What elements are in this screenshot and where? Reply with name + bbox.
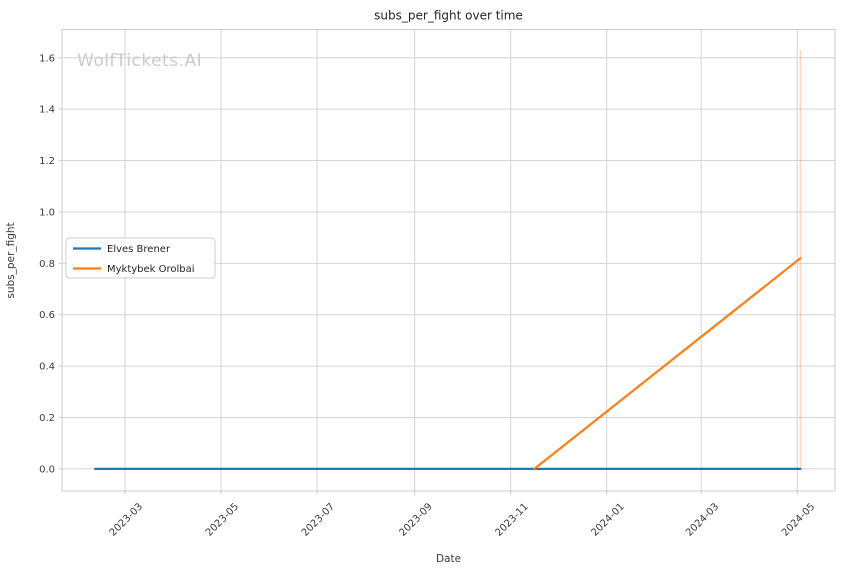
x-tick-label: 2024-05 [780,501,817,538]
x-axis-label: Date [436,553,461,565]
x-tick-label: 2024-01 [590,501,627,538]
x-tick-label: 2023-07 [300,501,337,538]
y-tick-label: 1.0 [39,207,55,218]
legend: Elves Brener Myktybek Orolbai [65,237,216,279]
axes: 2023-03 2023-05 2023-07 2023-09 2023-11 2024-… [39,29,836,539]
x-tick-label: 2024-03 [684,501,721,538]
gridlines [62,29,835,491]
y-tick-label: 1.2 [39,156,55,167]
y-tick-label: 0.0 [39,464,55,475]
y-tick-label: 0.4 [39,362,55,373]
x-tick-label: 2023-11 [493,501,530,538]
y-tick-label: 0.6 [39,310,55,321]
x-tick-label: 2023-03 [108,501,145,538]
chart-title: subs_per_fight over time [374,9,523,23]
y-tick-label: 0.8 [39,259,55,270]
y-tick-label: 0.2 [39,413,55,424]
legend-entry-label: Myktybek Orolbai [107,264,195,275]
legend-box [65,237,216,279]
watermark: WolfTickets.AI [77,51,202,71]
series-line-myktybek-orolbai [533,257,802,470]
y-tick-label: 1.4 [39,105,55,116]
data-series [93,50,802,470]
plot-border [61,29,836,492]
x-tick-label: 2023-09 [397,501,434,538]
y-axis-label: subs_per_fight [5,222,17,298]
y-tick-label: 1.6 [39,53,55,64]
x-tick-label: 2023-05 [204,501,241,538]
legend-entry-label: Elves Brener [107,244,171,255]
